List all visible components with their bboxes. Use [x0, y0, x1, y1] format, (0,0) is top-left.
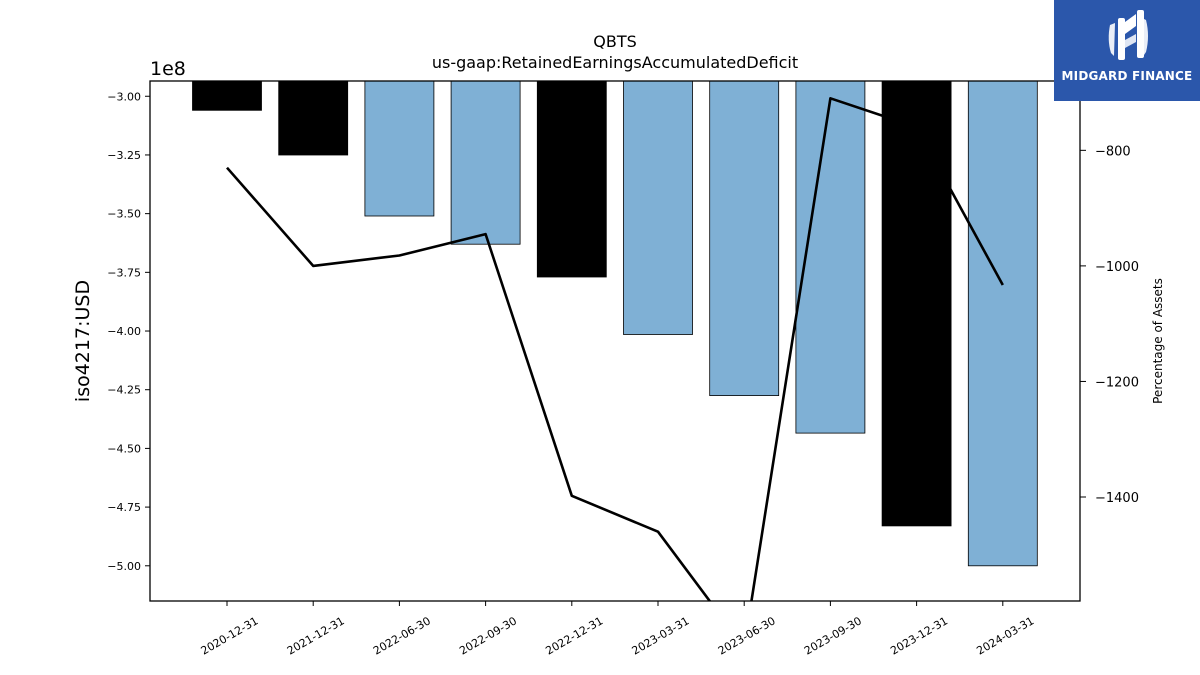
midgard-finance-logo: MIDGARD FINANCE	[1054, 0, 1200, 101]
bar	[192, 81, 262, 111]
x-tick-label: 2021-12-31	[285, 614, 347, 657]
bar	[967, 81, 1038, 567]
logo-text: MIDGARD FINANCE	[1061, 69, 1193, 83]
chart-title: QBTS	[593, 32, 637, 51]
x-tick-label: 2023-12-31	[888, 614, 950, 657]
y-tick-label: −4.50	[107, 442, 141, 455]
x-tick-label: 2024-03-31	[974, 614, 1036, 657]
y2-tick-label: −1200	[1095, 375, 1139, 390]
y-tick-label: −4.25	[107, 384, 141, 397]
chart-subtitle: us-gaap:RetainedEarningsAccumulatedDefic…	[432, 53, 798, 72]
bar	[795, 81, 866, 434]
y-tick-label: −4.00	[107, 325, 141, 338]
y-tick-label: −3.50	[107, 208, 141, 221]
bar	[364, 81, 435, 217]
bar	[881, 81, 952, 527]
y-tick-label: −3.75	[107, 266, 141, 279]
bar	[623, 81, 693, 335]
y-tick-label: −3.25	[107, 149, 141, 162]
x-tick-label: 2023-03-31	[630, 614, 692, 657]
y2-tick-label: −1400	[1095, 491, 1139, 506]
x-tick-label: 2020-12-31	[199, 614, 261, 657]
x-tick-label: 2023-06-30	[716, 614, 778, 657]
line-series	[226, 97, 1004, 601]
y-scale-label: 1e8	[150, 58, 186, 80]
line-group	[226, 97, 1004, 601]
x-tick-label: 2023-09-30	[802, 614, 864, 657]
y2-axis-label: Percentage of Assets	[1151, 278, 1165, 404]
x-tick-label: 2022-09-30	[457, 614, 519, 657]
y2-tick-label: −800	[1095, 144, 1131, 159]
bar-group	[192, 81, 1038, 567]
y-tick-label: −3.00	[107, 90, 141, 103]
y-axis-label: iso4217:USD	[72, 280, 94, 402]
bar	[450, 81, 521, 245]
bar	[278, 81, 349, 156]
x-tick-label: 2022-12-31	[543, 614, 605, 657]
y-tick-label: −4.75	[107, 501, 141, 514]
plot-frame	[149, 80, 1081, 602]
x-tick-label: 2022-06-30	[371, 614, 433, 657]
y-tick-label: −5.00	[107, 560, 141, 573]
midgard-logo-icon	[1108, 10, 1148, 60]
y2-tick-label: −1000	[1095, 260, 1139, 275]
bar	[709, 81, 780, 397]
bar	[536, 81, 607, 278]
